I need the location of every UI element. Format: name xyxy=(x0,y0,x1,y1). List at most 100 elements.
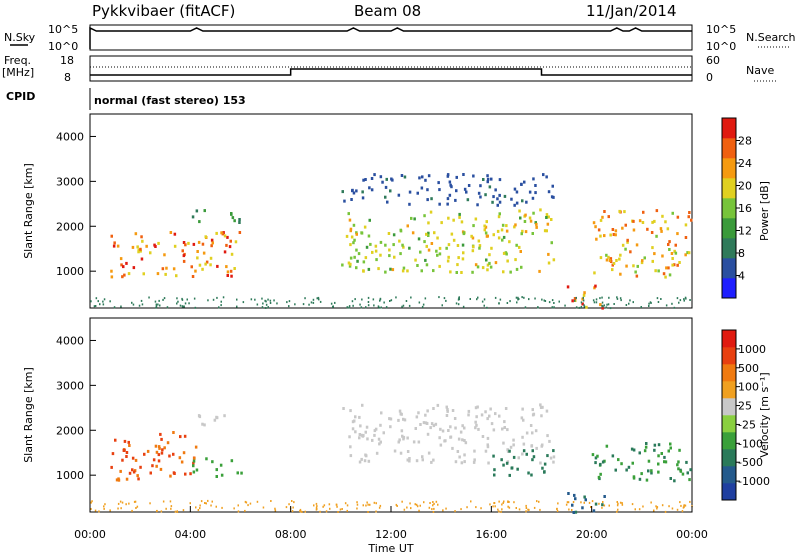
ground-scatter-cell xyxy=(220,304,222,307)
colorbar-swatch xyxy=(722,138,736,159)
ground-scatter-cell xyxy=(195,506,197,509)
ground-scatter-cell xyxy=(507,505,509,508)
scatter-cell xyxy=(609,233,612,237)
ground-scatter-cell xyxy=(310,301,313,304)
scatter-cell xyxy=(201,422,204,426)
scatter-cell xyxy=(351,189,354,193)
scatter-cell xyxy=(402,266,406,270)
scatter-cell xyxy=(352,191,356,195)
scatter-cell xyxy=(531,196,535,200)
scatter-cell xyxy=(660,229,663,233)
velocity-frame xyxy=(89,317,693,513)
ground-scatter-cell xyxy=(102,300,104,303)
scatter-cell xyxy=(423,214,426,218)
scatter-cell xyxy=(415,459,419,463)
ground-scatter-cell xyxy=(322,505,324,508)
scatter-cell xyxy=(582,293,586,297)
scatter-cell xyxy=(646,227,649,231)
ground-scatter-cell xyxy=(680,504,682,507)
scatter-cell xyxy=(534,191,537,195)
scatter-cell xyxy=(677,467,680,471)
ground-scatter-cell xyxy=(325,510,328,513)
ground-scatter-cell xyxy=(469,298,471,300)
scatter-cell xyxy=(475,415,478,419)
scatter-cell xyxy=(676,215,680,219)
ground-scatter-cell xyxy=(642,505,644,508)
scatter-cell xyxy=(689,468,692,472)
ground-scatter-cell xyxy=(458,296,460,299)
scatter-cell xyxy=(196,250,199,253)
scatter-cell xyxy=(534,184,537,187)
scatter-cell xyxy=(204,262,207,266)
scatter-cell xyxy=(159,432,162,436)
scatter-cell xyxy=(483,228,486,232)
ground-scatter-cell xyxy=(91,500,93,503)
ground-scatter-cell xyxy=(301,510,303,513)
ground-scatter-cell xyxy=(157,303,159,306)
ground-scatter-cell xyxy=(133,500,136,503)
ground-scatter-cell xyxy=(480,507,482,510)
scatter-cell xyxy=(424,178,427,182)
scatter-cell xyxy=(612,262,616,265)
scatter-cell xyxy=(477,239,481,243)
scatter-cell xyxy=(467,184,471,187)
ground-scatter-cell xyxy=(329,507,331,510)
ground-scatter-cell xyxy=(242,301,245,304)
ground-scatter-cell xyxy=(383,301,385,304)
scatter-cell xyxy=(441,429,445,433)
scatter-cell xyxy=(615,259,618,262)
ground-scatter-cell xyxy=(679,299,682,302)
scatter-cell xyxy=(591,453,595,457)
ground-scatter-cell xyxy=(481,300,484,303)
scatter-cell xyxy=(210,244,213,248)
scatter-cell xyxy=(532,211,535,215)
scatter-cell xyxy=(165,266,168,270)
ground-scatter-cell xyxy=(462,305,465,308)
ground-scatter-cell xyxy=(288,300,291,303)
scatter-cell xyxy=(111,452,115,456)
scatter-cell xyxy=(192,464,195,468)
scatter-cell xyxy=(155,450,159,454)
scatter-cell xyxy=(456,450,460,453)
scatter-cell xyxy=(466,198,470,202)
scatter-cell xyxy=(424,413,427,417)
scatter-cell xyxy=(547,215,550,219)
velocity-ylabel: Slant Range [km] xyxy=(22,367,35,463)
ground-scatter-cell xyxy=(613,303,615,305)
scatter-cell xyxy=(461,438,464,442)
scatter-cell xyxy=(213,418,217,422)
ground-scatter-cell xyxy=(498,510,500,513)
scatter-cell xyxy=(119,257,123,261)
scatter-cell xyxy=(638,219,642,223)
scatter-cell xyxy=(498,414,501,418)
scatter-cell xyxy=(528,216,532,220)
scatter-cell xyxy=(670,252,674,255)
ground-scatter-cell xyxy=(308,303,310,306)
scatter-cell xyxy=(414,258,417,262)
colorbar-swatch xyxy=(722,415,736,433)
ground-scatter-cell xyxy=(498,500,500,503)
scatter-cell xyxy=(450,232,454,236)
scatter-cell xyxy=(486,177,490,181)
power-colorbar-label: Power [dB] xyxy=(758,181,771,241)
scatter-cell xyxy=(489,265,493,269)
scatter-cell xyxy=(352,241,355,245)
colorbar-swatch xyxy=(722,278,736,299)
ground-scatter-cell xyxy=(527,508,529,511)
ground-scatter-cell xyxy=(159,304,161,307)
scatter-cell xyxy=(430,460,433,464)
ground-scatter-cell xyxy=(154,300,157,303)
ground-scatter-cell xyxy=(454,510,456,513)
ground-scatter-cell xyxy=(609,307,612,310)
ground-scatter-cell xyxy=(109,509,111,512)
ground-scatter-cell xyxy=(553,302,555,304)
scatter-cell xyxy=(486,263,490,267)
colorbar-swatch xyxy=(722,381,736,399)
scatter-cell xyxy=(427,221,430,225)
freq-unit: [MHz] xyxy=(2,66,34,79)
ground-scatter-cell xyxy=(182,509,185,512)
scatter-cell xyxy=(421,175,424,179)
scatter-cell xyxy=(681,472,685,476)
scatter-cell xyxy=(687,251,691,255)
x-tick-label: 12:00 xyxy=(375,528,407,541)
